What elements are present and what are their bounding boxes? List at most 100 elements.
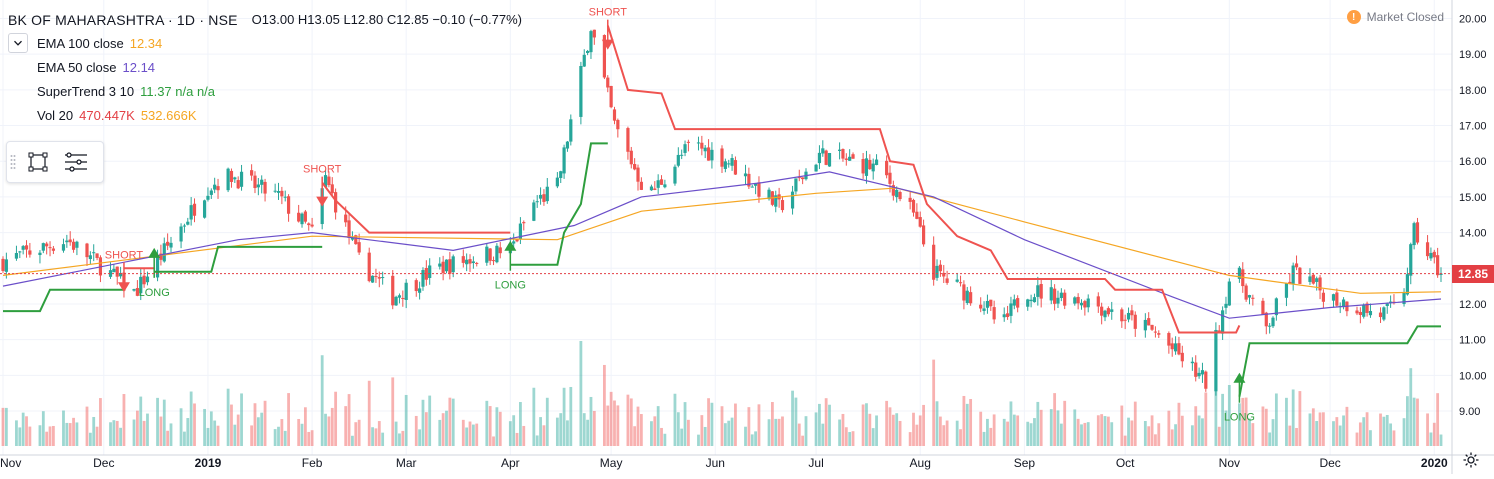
- volume-bar: [109, 422, 112, 446]
- volume-bar: [1342, 415, 1345, 446]
- candle-body: [381, 277, 385, 279]
- signal-label: SHORT: [589, 7, 628, 19]
- volume-bar: [754, 431, 757, 446]
- candle-body: [612, 109, 617, 121]
- candle-body: [4, 259, 8, 272]
- candle-body: [448, 259, 452, 274]
- volume-bar: [1432, 422, 1436, 446]
- candle-body: [616, 119, 620, 130]
- volume-bar: [891, 414, 895, 446]
- candle-body: [522, 222, 526, 224]
- volume-bar: [945, 420, 949, 446]
- drag-handle-icon[interactable]: [7, 142, 19, 182]
- volume-bar: [1150, 415, 1154, 446]
- volume-bar: [280, 419, 284, 446]
- candle-body: [229, 170, 234, 182]
- supertrend-label: SuperTrend 3 10: [37, 84, 135, 99]
- candle-body: [394, 296, 398, 306]
- candle-body: [780, 200, 785, 211]
- time-tick-label: Jul: [808, 456, 823, 470]
- candle-body: [868, 159, 872, 170]
- volume-bar: [250, 425, 254, 446]
- legend-ema50[interactable]: EMA 50 close 12.14: [37, 56, 522, 80]
- collapse-legend-button[interactable]: [8, 33, 28, 53]
- volume-bar: [475, 423, 479, 446]
- signal-label: LONG: [139, 287, 170, 299]
- volume-bar: [351, 435, 354, 446]
- candle-body: [1251, 297, 1255, 299]
- volume-bar: [955, 420, 959, 446]
- candle-body: [1086, 298, 1090, 308]
- volume-bar: [1201, 418, 1204, 446]
- volume-bar: [606, 405, 610, 446]
- legend-volume[interactable]: Vol 20 470.447K 532.666K: [37, 104, 522, 128]
- time-tick-label: May: [600, 456, 623, 470]
- candle-body: [965, 290, 969, 304]
- legend-ema100[interactable]: EMA 100 close 12.34: [37, 32, 522, 56]
- volume-bar: [394, 421, 398, 446]
- candle-body: [216, 186, 220, 191]
- volume-bar: [156, 397, 159, 446]
- candle-body: [743, 173, 748, 177]
- candle-body: [518, 223, 523, 240]
- candle-body: [656, 180, 660, 188]
- candle-body: [310, 224, 314, 227]
- candle-body: [344, 214, 348, 223]
- volume-bar: [1311, 408, 1315, 446]
- legend-supertrend[interactable]: SuperTrend 3 10 11.37 n/a n/a: [37, 80, 522, 104]
- volume-bar: [88, 432, 92, 446]
- candle-body: [186, 221, 190, 225]
- volume-bar: [283, 430, 287, 446]
- price-axis: 20.0019.0018.0017.0016.0015.0014.0013.00…: [1459, 14, 1487, 419]
- supertrend-up-line: [510, 142, 608, 266]
- candle-body: [297, 212, 301, 222]
- candle-body: [680, 154, 684, 156]
- symbol-title[interactable]: BK OF MAHARASHTRA · 1D · NSE: [8, 12, 238, 28]
- volume-bar: [875, 415, 878, 446]
- volume-bar: [508, 421, 512, 446]
- candle-body: [602, 35, 607, 78]
- gear-icon[interactable]: [1462, 451, 1480, 469]
- volume-bar: [1369, 430, 1372, 446]
- candle-body: [633, 164, 637, 170]
- market-status[interactable]: ! Market Closed: [1346, 10, 1444, 24]
- candle-body: [1153, 331, 1158, 333]
- volume-bar: [1291, 389, 1295, 446]
- rectangle-tool-button[interactable]: [19, 143, 57, 181]
- volume-bar: [498, 411, 502, 446]
- candle-body: [969, 292, 973, 304]
- volume-bar: [1080, 424, 1083, 446]
- supertrend-value: 11.37 n/a n/a: [140, 84, 216, 99]
- volume-bar: [885, 400, 889, 446]
- volume-bar: [515, 432, 519, 446]
- volume-bar: [680, 428, 684, 446]
- candle-body: [145, 276, 150, 283]
- candle-body: [1194, 362, 1198, 377]
- volume-bar: [92, 416, 96, 446]
- volume-bar: [1221, 393, 1225, 446]
- volume-bar: [38, 425, 42, 446]
- volume-bar: [240, 393, 243, 446]
- lines-tool-button[interactable]: [57, 143, 95, 181]
- volume-bar: [710, 402, 714, 446]
- short-signal: SHORT: [303, 164, 342, 207]
- volume-bar: [888, 407, 892, 446]
- candle-body: [1204, 371, 1208, 389]
- volume-bar: [1227, 385, 1231, 446]
- candle-body: [535, 201, 539, 203]
- volume-bar: [485, 400, 489, 446]
- candle-body: [908, 197, 912, 202]
- volume-bar: [838, 419, 841, 446]
- candle-body: [1103, 310, 1107, 318]
- volume-bar: [21, 412, 25, 446]
- volume-bar: [767, 419, 771, 446]
- volume-bar: [1392, 430, 1396, 446]
- candle-body: [1271, 317, 1275, 327]
- volume-bar: [1086, 422, 1090, 446]
- volume-bar: [209, 411, 213, 446]
- arrow-up-icon: [148, 247, 161, 258]
- volume-bar: [1059, 423, 1063, 446]
- volume-bar: [1426, 413, 1429, 446]
